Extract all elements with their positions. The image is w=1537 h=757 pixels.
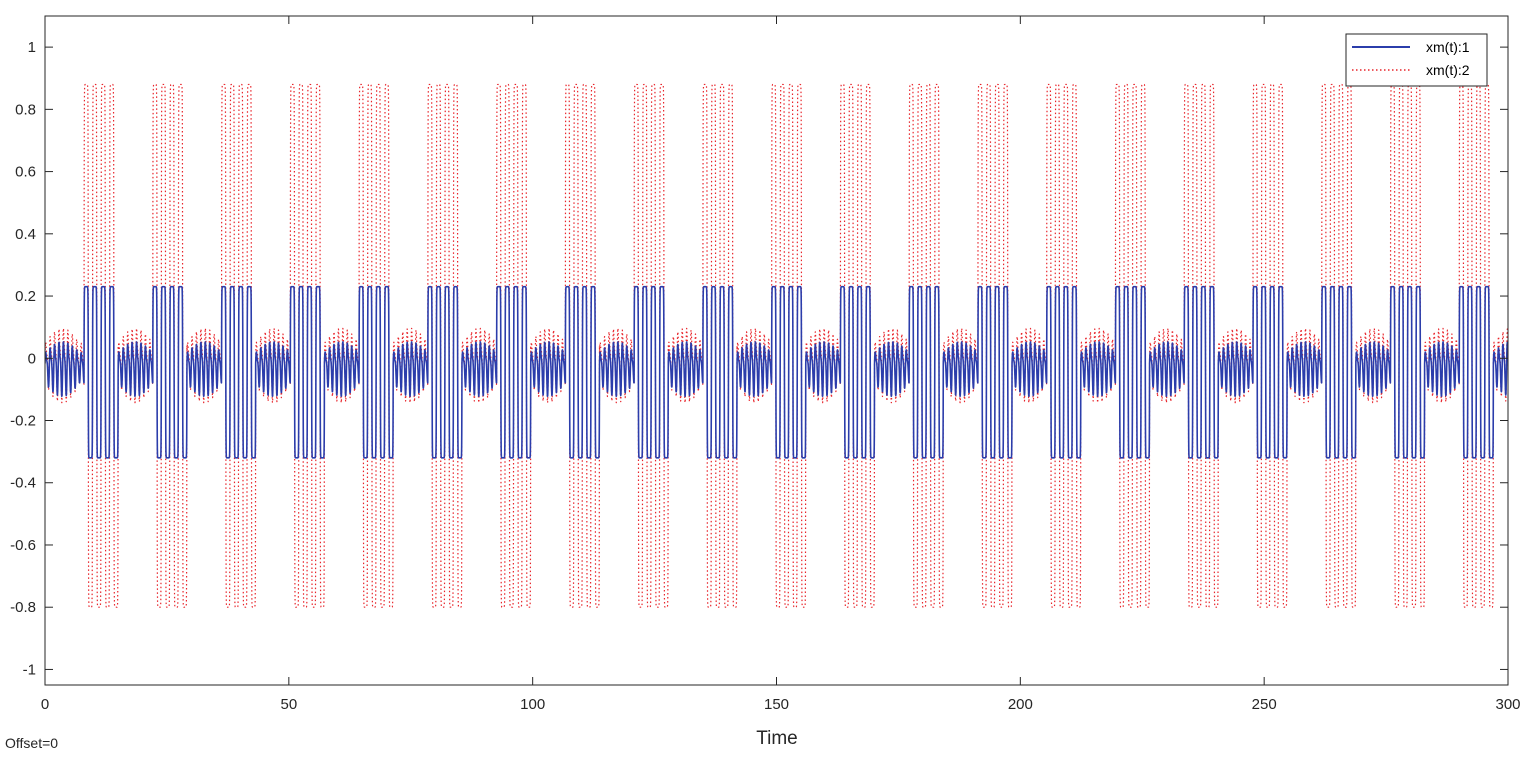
y-tick-label: 0.4 [15,226,36,243]
y-tick-label: -1 [23,661,36,678]
legend: xm(t):1 xm(t):2 [1345,33,1488,87]
x-tick-label: 50 [280,696,297,713]
x-tick-label: 300 [1495,696,1520,713]
legend-label-series-1: xm(t):1 [1426,39,1470,55]
x-tick-label: 150 [764,696,789,713]
y-tick-label: 0.8 [15,101,36,118]
y-tick-label: -0.2 [10,413,36,430]
tick-labels-layer: 0 50 100 150 200 250 300 -1 -0.8 -0.6 -0.4 -0.2 0 0.2… [10,39,1520,713]
y-tick-label: 0.6 [15,164,36,181]
y-tick-label: -0.6 [10,537,36,554]
y-tick-label: -0.8 [10,599,36,616]
y-tick-label: -0.4 [10,475,36,492]
y-tick-label: 0 [28,350,36,367]
series-line-1 [45,285,1508,459]
x-tick-label: 100 [520,696,545,713]
y-tick-label: 0.2 [15,288,36,305]
x-axis-label: Time [756,728,798,749]
legend-box [1345,33,1488,87]
offset-label: Offset=0 [5,735,58,751]
series-layer [45,83,1508,608]
legend-label-series-2: xm(t):2 [1426,62,1470,78]
ticks-layer [44,16,1509,685]
x-tick-label: 200 [1008,696,1033,713]
series-line-2 [45,83,1508,608]
y-tick-label: 1 [28,39,36,56]
x-tick-label: 0 [41,696,49,713]
x-tick-label: 250 [1252,696,1277,713]
